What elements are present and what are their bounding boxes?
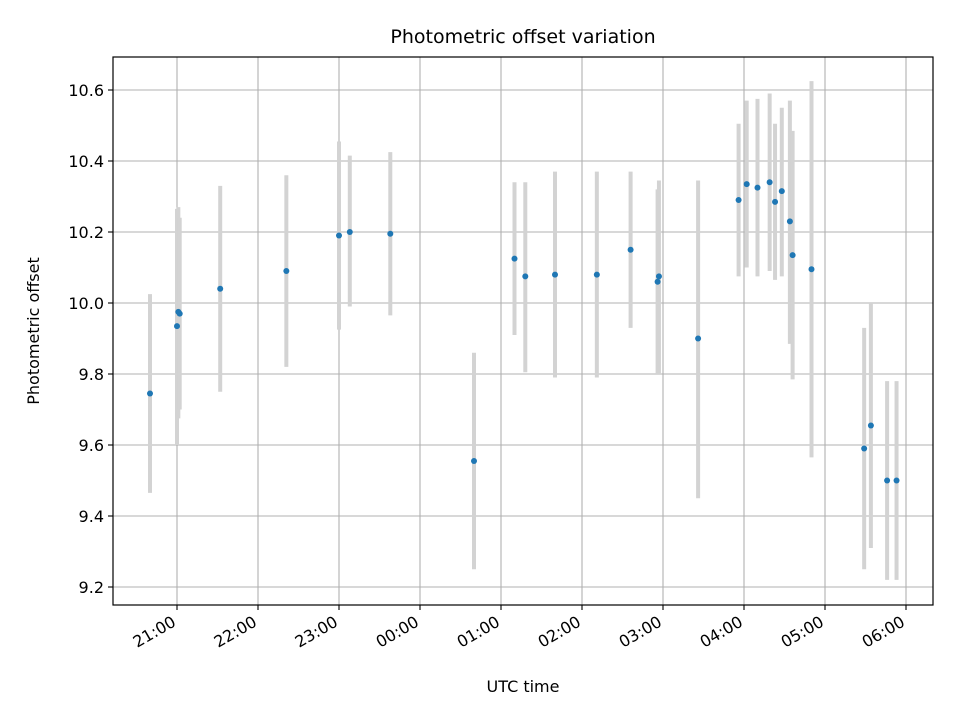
data-point xyxy=(654,278,661,285)
data-point xyxy=(511,255,518,262)
plot-frame xyxy=(112,56,934,606)
data-point xyxy=(772,198,779,205)
x-axis-title: UTC time xyxy=(487,677,560,696)
data-point xyxy=(867,422,874,429)
data-point xyxy=(786,218,793,225)
data-point xyxy=(471,457,477,464)
data-point xyxy=(789,252,796,259)
y-tick-label: 9.6 xyxy=(79,436,104,455)
data-point xyxy=(593,271,600,278)
data-point xyxy=(387,230,394,237)
data-point xyxy=(766,179,773,186)
data-point xyxy=(217,285,224,292)
y-axis-ticks: 9.2 9.4 9.6 9.8 10.0 10.2 10.4 10.6 xyxy=(68,81,113,597)
data-point xyxy=(808,266,815,273)
y-tick-label: 10.6 xyxy=(68,81,104,100)
data-point xyxy=(283,268,290,275)
data-point xyxy=(174,323,180,330)
chart-title: Photometric offset variation xyxy=(390,26,655,48)
data-point xyxy=(893,477,900,484)
data-point xyxy=(147,390,153,397)
data-point xyxy=(176,310,183,317)
data-point xyxy=(754,184,761,191)
data-point xyxy=(522,273,529,280)
data-point xyxy=(743,181,750,188)
data-point xyxy=(735,197,742,204)
data-points xyxy=(147,179,900,484)
y-tick-label: 9.4 xyxy=(79,507,104,526)
data-point xyxy=(655,273,662,280)
data-point xyxy=(552,271,558,278)
y-tick-label: 9.2 xyxy=(79,578,104,597)
data-point xyxy=(695,335,702,342)
data-point xyxy=(778,188,785,195)
data-point xyxy=(884,477,891,484)
y-axis-title: Photometric offset xyxy=(24,257,43,405)
data-point xyxy=(861,445,868,452)
y-tick-label: 9.8 xyxy=(79,365,104,384)
data-point xyxy=(627,246,634,253)
y-tick-label: 10.0 xyxy=(68,294,104,313)
y-tick-label: 10.4 xyxy=(68,152,104,171)
y-tick-label: 10.2 xyxy=(68,223,104,242)
data-point xyxy=(346,229,353,235)
data-point xyxy=(336,232,342,239)
